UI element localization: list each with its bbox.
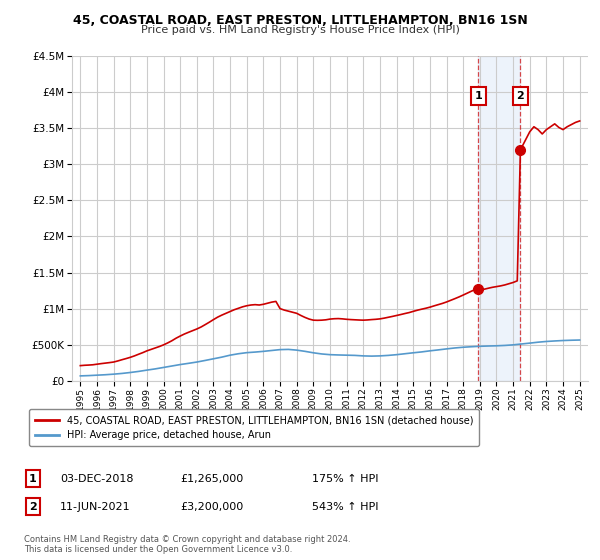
Text: 543% ↑ HPI: 543% ↑ HPI bbox=[312, 502, 379, 512]
Text: £1,265,000: £1,265,000 bbox=[180, 474, 243, 484]
Text: 2: 2 bbox=[517, 91, 524, 101]
Text: Price paid vs. HM Land Registry's House Price Index (HPI): Price paid vs. HM Land Registry's House … bbox=[140, 25, 460, 35]
Text: 1: 1 bbox=[29, 474, 37, 484]
Text: £3,200,000: £3,200,000 bbox=[180, 502, 243, 512]
Text: 45, COASTAL ROAD, EAST PRESTON, LITTLEHAMPTON, BN16 1SN: 45, COASTAL ROAD, EAST PRESTON, LITTLEHA… bbox=[73, 14, 527, 27]
Text: 11-JUN-2021: 11-JUN-2021 bbox=[60, 502, 131, 512]
Bar bbox=[478, 56, 520, 381]
Text: 2: 2 bbox=[29, 502, 37, 512]
Legend: 45, COASTAL ROAD, EAST PRESTON, LITTLEHAMPTON, BN16 1SN (detached house), HPI: A: 45, COASTAL ROAD, EAST PRESTON, LITTLEHA… bbox=[29, 409, 479, 446]
Text: 03-DEC-2018: 03-DEC-2018 bbox=[60, 474, 133, 484]
Text: 175% ↑ HPI: 175% ↑ HPI bbox=[312, 474, 379, 484]
Text: 1: 1 bbox=[475, 91, 482, 101]
Text: Contains HM Land Registry data © Crown copyright and database right 2024.
This d: Contains HM Land Registry data © Crown c… bbox=[24, 535, 350, 554]
